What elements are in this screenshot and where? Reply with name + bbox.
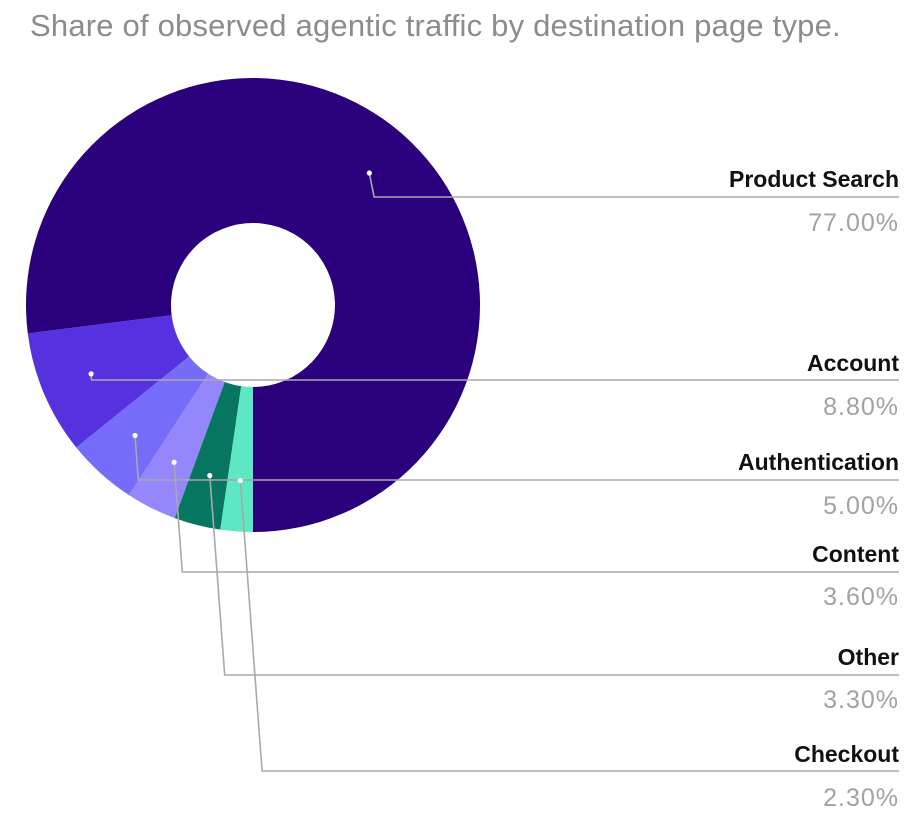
slice-label-account: Account (807, 350, 899, 376)
leader-dot-content (171, 459, 177, 465)
leader-dot-authentication (132, 432, 138, 439)
slice-product-search (26, 77, 481, 532)
slice-other (174, 381, 242, 530)
chart-title: Share of observed agentic traffic by des… (30, 8, 841, 43)
slice-account (27, 315, 190, 448)
slice-label-content: Content (812, 541, 899, 567)
slice-checkout (220, 386, 253, 532)
slice-label-product-search: Product Search (729, 166, 899, 192)
leader-line-content (173, 462, 899, 573)
leader-line-authentication (134, 435, 899, 481)
leader-line-product-search (368, 172, 899, 198)
slice-label-checkout: Checkout (794, 741, 899, 767)
slice-label-other: Other (838, 644, 899, 670)
leader-dot-product-search (366, 170, 372, 176)
slice-authentication (76, 356, 209, 496)
pie-slices (26, 77, 481, 532)
slice-label-authentication: Authentication (738, 449, 899, 475)
leader-dot-account (88, 371, 94, 377)
slice-value-account: 8.80% (823, 393, 899, 421)
slice-value-product-search: 77.00% (808, 209, 899, 237)
slice-value-other: 3.30% (823, 686, 899, 714)
slice-labels: Product Search 77.00% Account 8.80% Authenti… (729, 166, 899, 812)
leader-dot-checkout (237, 477, 243, 484)
slice-value-checkout: 2.30% (823, 784, 899, 812)
slice-value-content: 3.60% (823, 583, 899, 611)
leader-line-other (209, 475, 899, 676)
slice-value-authentication: 5.00% (823, 492, 899, 520)
leader-lines (88, 170, 899, 772)
leader-dot-other (207, 472, 213, 479)
slice-content (128, 373, 225, 519)
leader-line-checkout (239, 480, 899, 772)
